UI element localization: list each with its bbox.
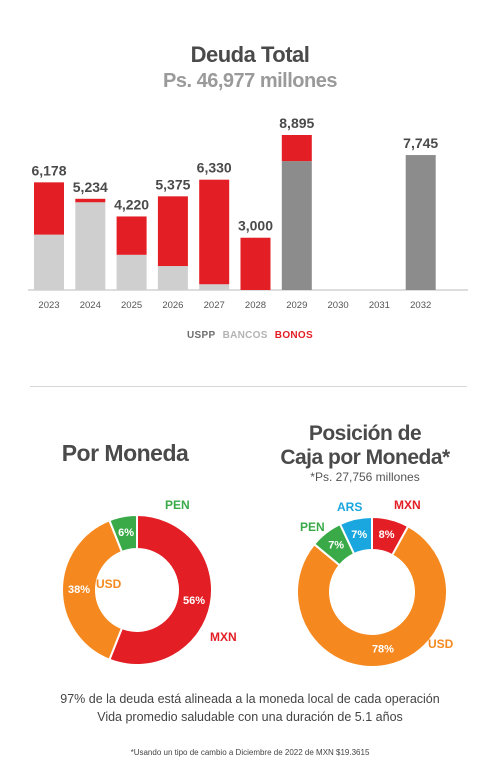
bar-uspp-2029: [281, 161, 312, 290]
note-average-life: Vida promedio saludable con una duración…: [97, 710, 403, 724]
donut1-pct-pen: 6%: [118, 527, 134, 539]
bar-total-label-2027: 6,330: [197, 160, 232, 176]
bar-uspp-2032: [405, 155, 436, 290]
bar-total-label-2024: 5,234: [73, 179, 108, 195]
donut2-title: Posición de Caja por Moneda*: [280, 422, 450, 470]
legend-bancos: BANCOS: [222, 330, 268, 341]
footnote: *Usando un tipo de cambio a Diciembre de…: [130, 748, 370, 757]
section-divider: [30, 386, 467, 387]
bar-chart: 6,178 2023 5,234 2024 4,220 2025 5,375 2026 6,33…: [28, 115, 468, 311]
note-debt-alignment: 97% de la deuda está alineada a la moned…: [60, 692, 440, 706]
chart-title: Deuda Total: [190, 42, 310, 67]
legend-bonos: BONOS: [274, 330, 313, 341]
bar-total-label-2025: 4,220: [114, 196, 149, 212]
donut2-label-usd: USD: [428, 637, 454, 651]
donut2-slice-ars: [338, 515, 373, 556]
x-tick-label-2032: 2032: [410, 300, 431, 311]
x-tick-label-2029: 2029: [286, 300, 307, 311]
bar-bonos-2025: [116, 216, 147, 255]
donut2-pct-usd: 78%: [372, 643, 394, 655]
donut1-label-pen: PEN: [165, 498, 190, 512]
bar-bonos-2026: [157, 196, 188, 267]
donut2-label-mxn: MXN: [394, 498, 421, 512]
legend-uspp: USPP: [187, 330, 216, 341]
donut1-slice-mxn: [108, 513, 213, 666]
x-tick-label-2030: 2030: [328, 300, 349, 311]
donut2-pct-pen: 7%: [328, 540, 344, 552]
bar-total-label-2029: 8,895: [279, 115, 314, 131]
donut1-title: Por Moneda: [61, 440, 189, 466]
x-tick-label-2028: 2028: [245, 300, 266, 311]
bar-bonos-2027: [199, 179, 230, 285]
bar-bancos-2025: [116, 254, 147, 290]
x-tick-label-2025: 2025: [121, 300, 142, 311]
donut2-subtitle: *Ps. 27,756 millones: [310, 470, 420, 484]
donut1-label-usd: USD: [96, 577, 122, 591]
chart-subtitle: Ps. 46,977 millones: [163, 70, 337, 92]
donut2-slice-mxn: [371, 515, 410, 557]
bar-total-label-2023: 6,178: [31, 162, 66, 178]
bar-total-label-2032: 7,745: [403, 135, 438, 151]
donut2-slice-usd: [296, 524, 448, 668]
x-tick-label-2031: 2031: [369, 300, 390, 311]
bar-total-label-2026: 5,375: [155, 176, 190, 192]
x-tick-label-2026: 2026: [162, 300, 183, 311]
x-tick-label-2027: 2027: [204, 300, 225, 311]
donut2-title-line1: Posición de: [308, 422, 422, 445]
donut1-slice-pen: [108, 513, 138, 554]
donut2-label-pen: PEN: [300, 520, 325, 534]
bar-total-label-2028: 3,000: [238, 218, 273, 234]
donut1-slice-usd: [61, 518, 124, 662]
donut2-title-line2: Caja por Moneda*: [280, 446, 450, 469]
bar-bancos-2023: [34, 234, 64, 290]
bar-bancos-2024: [75, 202, 106, 290]
donut2-label-ars: ARS: [337, 500, 362, 514]
bar-bancos-2026: [157, 266, 188, 290]
bar-bancos-2027: [199, 284, 230, 290]
bar-bonos-2023: [34, 182, 64, 235]
donut1-label-mxn: MXN: [210, 630, 237, 644]
donut2-pct-ars: 7%: [351, 529, 367, 541]
chart-legend: USPP BANCOS BONOS: [0, 330, 500, 341]
bar-bonos-2024: [75, 198, 106, 203]
x-tick-label-2023: 2023: [38, 300, 59, 311]
bar-bonos-2029: [281, 135, 312, 162]
x-tick-label-2024: 2024: [80, 300, 101, 311]
donut1-pct-usd: 38%: [68, 584, 90, 596]
donut2-slice-pen: [312, 522, 356, 567]
bar-bonos-2028: [240, 237, 271, 290]
donut2-pct-mxn: 8%: [379, 529, 395, 541]
donut1-pct-mxn: 56%: [183, 595, 205, 607]
